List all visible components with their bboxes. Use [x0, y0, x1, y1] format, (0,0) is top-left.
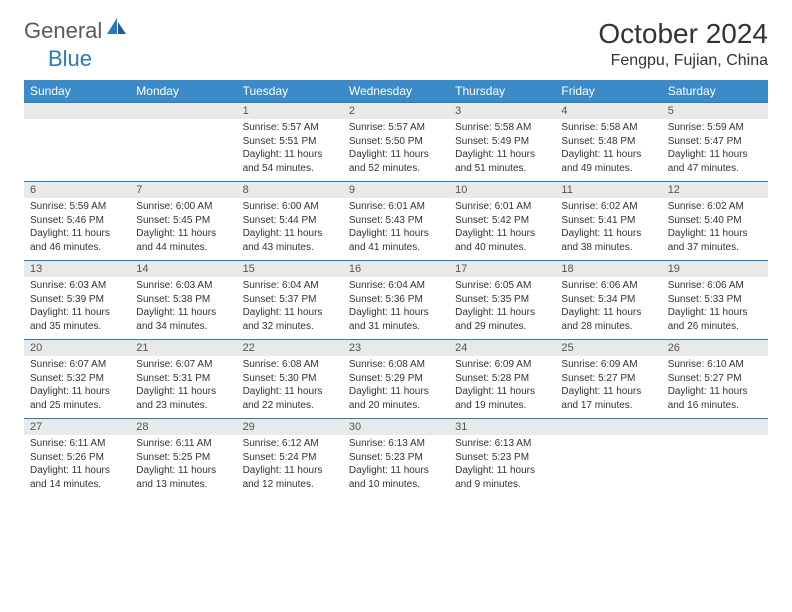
day-cell: Sunrise: 6:05 AM Sunset: 5:35 PM Dayligh…: [449, 277, 555, 340]
day-number: 31: [449, 419, 555, 436]
logo-sail-icon: [106, 16, 128, 41]
day-cell: Sunrise: 5:58 AM Sunset: 5:48 PM Dayligh…: [555, 119, 661, 182]
weekday-tuesday: Tuesday: [237, 80, 343, 103]
day-cell: Sunrise: 5:58 AM Sunset: 5:49 PM Dayligh…: [449, 119, 555, 182]
daynum-row: 6789101112: [24, 182, 768, 199]
day-number: 5: [662, 103, 768, 120]
header: General October 2024 Fengpu, Fujian, Chi…: [24, 18, 768, 70]
weekday-friday: Friday: [555, 80, 661, 103]
weekday-thursday: Thursday: [449, 80, 555, 103]
day-cell: Sunrise: 6:02 AM Sunset: 5:41 PM Dayligh…: [555, 198, 661, 261]
day-number: 12: [662, 182, 768, 199]
day-cell: Sunrise: 5:57 AM Sunset: 5:50 PM Dayligh…: [343, 119, 449, 182]
content-row: Sunrise: 6:03 AM Sunset: 5:39 PM Dayligh…: [24, 277, 768, 340]
content-row: Sunrise: 6:11 AM Sunset: 5:26 PM Dayligh…: [24, 435, 768, 497]
location: Fengpu, Fujian, China: [598, 52, 768, 70]
logo-text-general: General: [24, 18, 102, 44]
day-number: 24: [449, 340, 555, 357]
day-number: 8: [237, 182, 343, 199]
day-cell: Sunrise: 6:03 AM Sunset: 5:39 PM Dayligh…: [24, 277, 130, 340]
day-cell: Sunrise: 6:13 AM Sunset: 5:23 PM Dayligh…: [343, 435, 449, 497]
content-row: Sunrise: 5:59 AM Sunset: 5:46 PM Dayligh…: [24, 198, 768, 261]
weekday-monday: Monday: [130, 80, 236, 103]
day-number: 4: [555, 103, 661, 120]
day-number: 27: [24, 419, 130, 436]
day-number: 22: [237, 340, 343, 357]
month-title: October 2024: [598, 18, 768, 50]
day-number: 11: [555, 182, 661, 199]
day-cell: Sunrise: 6:09 AM Sunset: 5:28 PM Dayligh…: [449, 356, 555, 419]
day-number: 14: [130, 261, 236, 278]
day-number: 17: [449, 261, 555, 278]
day-number: 3: [449, 103, 555, 120]
day-number: 1: [237, 103, 343, 120]
calendar-body: 12345Sunrise: 5:57 AM Sunset: 5:51 PM Da…: [24, 103, 768, 498]
day-number: 26: [662, 340, 768, 357]
weekday-saturday: Saturday: [662, 80, 768, 103]
weekday-wednesday: Wednesday: [343, 80, 449, 103]
day-number: 6: [24, 182, 130, 199]
day-number: [662, 419, 768, 436]
day-cell: Sunrise: 6:11 AM Sunset: 5:25 PM Dayligh…: [130, 435, 236, 497]
day-number: 9: [343, 182, 449, 199]
day-cell: Sunrise: 5:59 AM Sunset: 5:46 PM Dayligh…: [24, 198, 130, 261]
day-number: 7: [130, 182, 236, 199]
daynum-row: 2728293031: [24, 419, 768, 436]
day-cell: [555, 435, 661, 497]
day-cell: Sunrise: 6:09 AM Sunset: 5:27 PM Dayligh…: [555, 356, 661, 419]
day-cell: Sunrise: 6:04 AM Sunset: 5:36 PM Dayligh…: [343, 277, 449, 340]
day-cell: Sunrise: 6:07 AM Sunset: 5:32 PM Dayligh…: [24, 356, 130, 419]
calendar-table: Sunday Monday Tuesday Wednesday Thursday…: [24, 80, 768, 497]
day-number: 29: [237, 419, 343, 436]
daynum-row: 12345: [24, 103, 768, 120]
day-number: 10: [449, 182, 555, 199]
day-cell: Sunrise: 6:12 AM Sunset: 5:24 PM Dayligh…: [237, 435, 343, 497]
day-number: 21: [130, 340, 236, 357]
day-cell: Sunrise: 5:59 AM Sunset: 5:47 PM Dayligh…: [662, 119, 768, 182]
day-number: 25: [555, 340, 661, 357]
day-cell: Sunrise: 6:08 AM Sunset: 5:30 PM Dayligh…: [237, 356, 343, 419]
day-cell: Sunrise: 6:06 AM Sunset: 5:33 PM Dayligh…: [662, 277, 768, 340]
day-number: [555, 419, 661, 436]
day-cell: Sunrise: 6:00 AM Sunset: 5:44 PM Dayligh…: [237, 198, 343, 261]
content-row: Sunrise: 6:07 AM Sunset: 5:32 PM Dayligh…: [24, 356, 768, 419]
day-number: 30: [343, 419, 449, 436]
day-number: 20: [24, 340, 130, 357]
logo-text-blue: Blue: [48, 46, 92, 71]
weekday-header-row: Sunday Monday Tuesday Wednesday Thursday…: [24, 80, 768, 103]
daynum-row: 20212223242526: [24, 340, 768, 357]
day-cell: [662, 435, 768, 497]
day-number: 28: [130, 419, 236, 436]
day-cell: [24, 119, 130, 182]
day-number: 23: [343, 340, 449, 357]
day-cell: Sunrise: 6:04 AM Sunset: 5:37 PM Dayligh…: [237, 277, 343, 340]
day-number: 16: [343, 261, 449, 278]
day-cell: [130, 119, 236, 182]
day-cell: Sunrise: 6:00 AM Sunset: 5:45 PM Dayligh…: [130, 198, 236, 261]
day-cell: Sunrise: 5:57 AM Sunset: 5:51 PM Dayligh…: [237, 119, 343, 182]
day-number: 13: [24, 261, 130, 278]
day-cell: Sunrise: 6:01 AM Sunset: 5:42 PM Dayligh…: [449, 198, 555, 261]
day-cell: Sunrise: 6:02 AM Sunset: 5:40 PM Dayligh…: [662, 198, 768, 261]
day-cell: Sunrise: 6:11 AM Sunset: 5:26 PM Dayligh…: [24, 435, 130, 497]
daynum-row: 13141516171819: [24, 261, 768, 278]
day-cell: Sunrise: 6:13 AM Sunset: 5:23 PM Dayligh…: [449, 435, 555, 497]
weekday-sunday: Sunday: [24, 80, 130, 103]
day-number: [130, 103, 236, 120]
title-block: October 2024 Fengpu, Fujian, China: [598, 18, 768, 70]
day-cell: Sunrise: 6:01 AM Sunset: 5:43 PM Dayligh…: [343, 198, 449, 261]
day-cell: Sunrise: 6:08 AM Sunset: 5:29 PM Dayligh…: [343, 356, 449, 419]
logo: General: [24, 18, 130, 44]
day-number: [24, 103, 130, 120]
day-number: 15: [237, 261, 343, 278]
day-cell: Sunrise: 6:10 AM Sunset: 5:27 PM Dayligh…: [662, 356, 768, 419]
content-row: Sunrise: 5:57 AM Sunset: 5:51 PM Dayligh…: [24, 119, 768, 182]
day-cell: Sunrise: 6:07 AM Sunset: 5:31 PM Dayligh…: [130, 356, 236, 419]
day-number: 2: [343, 103, 449, 120]
day-cell: Sunrise: 6:03 AM Sunset: 5:38 PM Dayligh…: [130, 277, 236, 340]
day-cell: Sunrise: 6:06 AM Sunset: 5:34 PM Dayligh…: [555, 277, 661, 340]
day-number: 19: [662, 261, 768, 278]
day-number: 18: [555, 261, 661, 278]
